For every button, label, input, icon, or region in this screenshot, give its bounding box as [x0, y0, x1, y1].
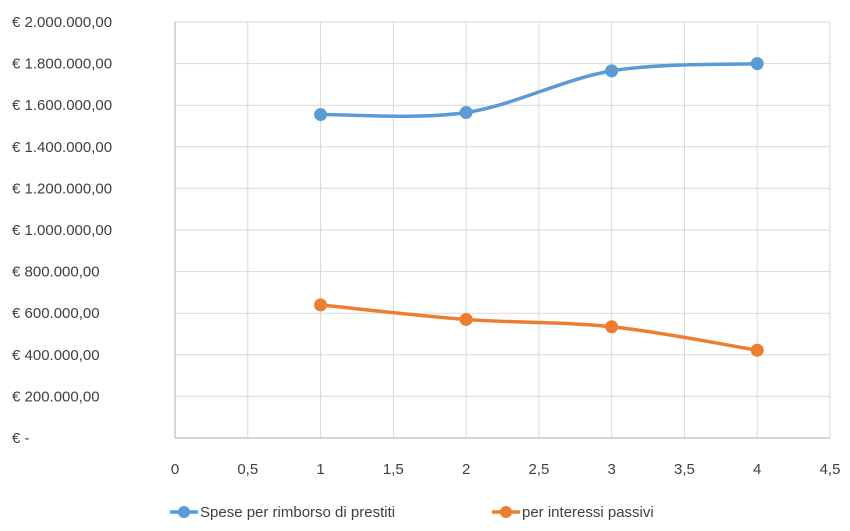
y-tick-label: € 400.000,00 [12, 347, 100, 364]
data-point [750, 343, 764, 357]
data-point [459, 105, 473, 119]
series-line-1 [318, 61, 759, 119]
data-point [314, 298, 328, 312]
y-tick-label: € 2.000.000,00 [12, 14, 112, 31]
x-tick-label: 1,5 [383, 461, 404, 478]
axes [174, 22, 830, 439]
x-tick-label: 2 [462, 461, 470, 478]
y-tick-label: € 1.400.000,00 [12, 139, 112, 156]
y-tick-label: € 1.200.000,00 [12, 180, 112, 197]
legend: Spese per rimborso di prestiti per intere… [170, 504, 654, 521]
x-tick-label: 3,5 [674, 461, 695, 478]
data-point [605, 320, 619, 334]
series-group [314, 57, 764, 357]
x-tick-label: 2,5 [528, 461, 549, 478]
y-axis-tick-labels: € - € 200.000,00 € 400.000,00 € 600.000,00 €… [12, 14, 112, 447]
series-line-2 [318, 303, 759, 352]
x-tick-label: 3 [607, 461, 615, 478]
legend-marker-1 [178, 506, 190, 518]
x-tick-label: 1 [316, 461, 324, 478]
grid-lines [175, 21, 831, 438]
y-tick-label: € 600.000,00 [12, 305, 100, 322]
data-point [459, 312, 473, 326]
x-axis-tick-labels: 0 0,5 1 1,5 2 2,5 3 3,5 4 4,5 [171, 461, 841, 478]
legend-label-1: Spese per rimborso di prestiti [200, 504, 395, 521]
legend-label-2: per interessi passivi [522, 504, 654, 521]
y-tick-label: € 800.000,00 [12, 264, 100, 281]
data-point [750, 57, 764, 71]
data-point [605, 64, 619, 78]
x-tick-label: 0,5 [237, 461, 258, 478]
legend-marker-2 [500, 506, 512, 518]
y-tick-label: € 200.000,00 [12, 388, 100, 405]
y-tick-label: € 1.000.000,00 [12, 222, 112, 239]
x-tick-label: 0 [171, 461, 179, 478]
y-tick-label: € 1.600.000,00 [12, 97, 112, 114]
x-tick-label: 4,5 [820, 461, 841, 478]
y-tick-label: € 1.800.000,00 [12, 56, 112, 73]
y-tick-label: € - [12, 430, 30, 447]
x-tick-label: 4 [753, 461, 761, 478]
data-point [314, 108, 328, 122]
